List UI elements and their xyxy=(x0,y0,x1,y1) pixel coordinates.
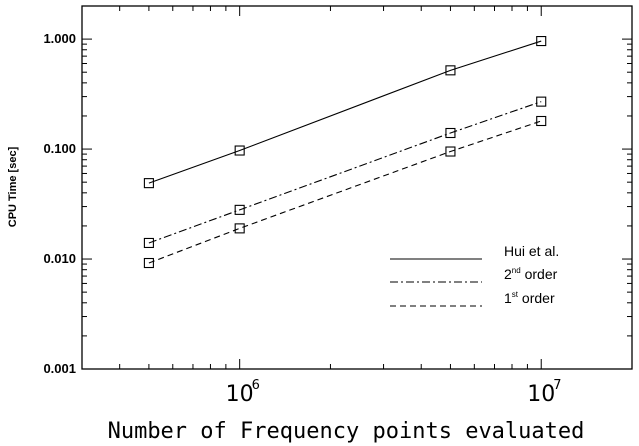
data-point-marker xyxy=(143,237,154,249)
plot-frame xyxy=(81,5,633,370)
y-axis-ticks: 0.001 0.010 0.100 1.000 xyxy=(43,5,632,376)
legend-entry: 1st order xyxy=(390,290,555,307)
data-point-marker xyxy=(445,65,456,76)
data-point-marker xyxy=(234,204,245,215)
y-tick-label: 1.000 xyxy=(43,31,76,46)
y-axis-label: CPU Time [sec] xyxy=(7,146,19,227)
x-tick-label-exponent: 6 xyxy=(252,378,260,393)
legend-label: 1st order xyxy=(504,290,555,306)
legend-entry: Hui et al. xyxy=(390,243,559,260)
data-point-marker xyxy=(234,145,245,156)
data-point-marker xyxy=(536,115,547,127)
x-axis-label: Number of Frequency points evaluated xyxy=(108,419,585,444)
data-point-marker xyxy=(445,127,456,139)
y-tick-label: 0.100 xyxy=(43,141,76,156)
data-point-marker xyxy=(536,36,547,47)
x-tick-label: 106 xyxy=(226,378,260,407)
series-line xyxy=(148,40,542,184)
data-point-marker xyxy=(143,178,154,189)
data-point-marker xyxy=(143,257,154,269)
x-axis-ticks: 106 107 xyxy=(81,6,633,407)
series-layer xyxy=(143,36,547,269)
data-point-marker xyxy=(234,223,245,234)
series-1 xyxy=(143,36,547,189)
legend-entry: 2nd order xyxy=(390,266,558,283)
data-point-marker xyxy=(536,96,547,107)
legend-label: 2nd order xyxy=(504,266,558,282)
x-tick-label: 107 xyxy=(527,378,561,407)
legend: Hui et al. 2nd order 1st order xyxy=(390,243,559,307)
series-line xyxy=(148,101,542,244)
y-tick-label: 0.010 xyxy=(43,251,76,266)
data-point-marker xyxy=(445,146,456,157)
series-2 xyxy=(143,96,547,249)
x-tick-label-exponent: 7 xyxy=(553,378,561,393)
x-tick-label-base: 10 xyxy=(226,382,254,407)
series-line xyxy=(148,120,542,264)
x-tick-label-base: 10 xyxy=(527,382,555,407)
y-tick-label: 0.001 xyxy=(43,361,76,376)
legend-label: Hui et al. xyxy=(504,243,559,259)
series-3 xyxy=(143,115,547,269)
plot-border xyxy=(81,5,633,370)
